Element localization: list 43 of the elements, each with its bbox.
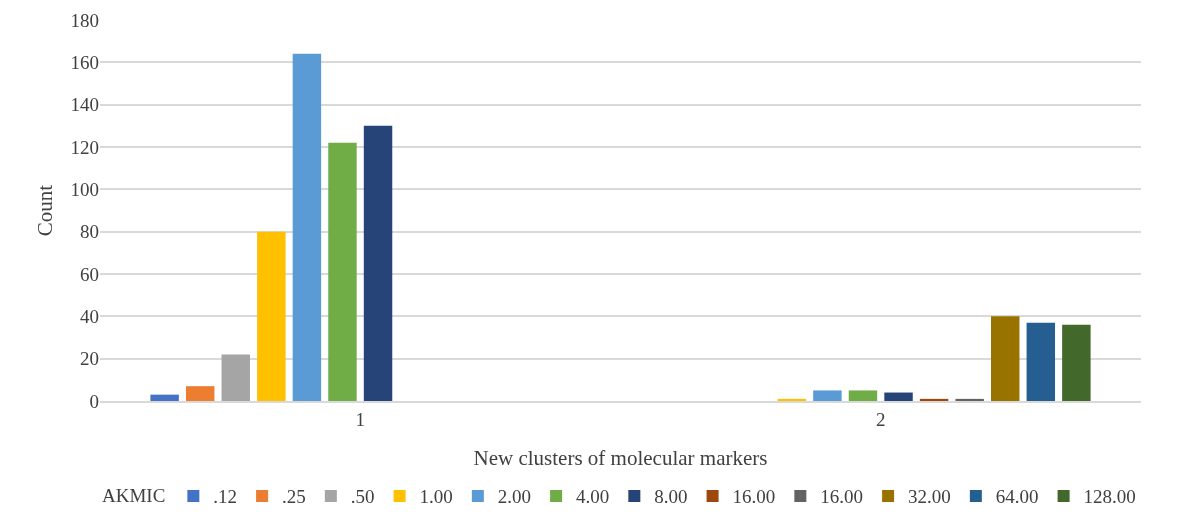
legend-title: AKMIC (102, 484, 166, 506)
legend-label: 8.00 (654, 486, 688, 508)
bar (991, 316, 1020, 401)
legend-label: .50 (350, 486, 375, 508)
bar (1062, 324, 1091, 401)
y-tick-label: 20 (80, 348, 99, 370)
legend-label: .25 (282, 486, 306, 508)
bar (884, 392, 913, 401)
legend-label: 4.00 (576, 486, 610, 508)
bar (257, 231, 286, 401)
legend-label: 128.00 (1083, 486, 1136, 508)
bar (328, 142, 357, 401)
bar (813, 390, 842, 401)
legend-label: 32.00 (908, 486, 951, 508)
y-tick-label: 100 (70, 178, 99, 200)
bar (185, 386, 215, 401)
bar (1026, 322, 1056, 401)
bar (955, 398, 984, 401)
bar (848, 390, 878, 401)
y-tick-label: 0 (89, 390, 99, 412)
x-tick-label: 1 (355, 408, 365, 430)
legend-label: 16.00 (820, 486, 864, 508)
y-tick-label: 120 (70, 136, 99, 158)
y-tick-label: 60 (80, 263, 99, 285)
y-tick-label: 40 (80, 305, 99, 327)
bar (363, 125, 393, 401)
y-tick-label: 80 (80, 221, 99, 243)
legend-label: 64.00 (995, 486, 1039, 508)
bar (777, 398, 807, 401)
legend-label: 1.00 (419, 486, 453, 508)
bar (919, 398, 949, 401)
legend-label: .12 (213, 486, 238, 508)
bar (292, 53, 322, 401)
y-tick-label: 160 (70, 51, 99, 73)
bar (150, 394, 179, 401)
x-tick-label: 2 (876, 408, 886, 430)
y-axis-title: Count (32, 184, 57, 237)
bar (221, 354, 250, 401)
y-tick-label: 140 (70, 94, 99, 116)
legend-label: 2.00 (497, 486, 532, 508)
y-tick-label: 180 (70, 9, 99, 31)
legend-label: 16.00 (732, 486, 776, 508)
x-axis-title: New clusters of molecular markers (473, 446, 768, 471)
